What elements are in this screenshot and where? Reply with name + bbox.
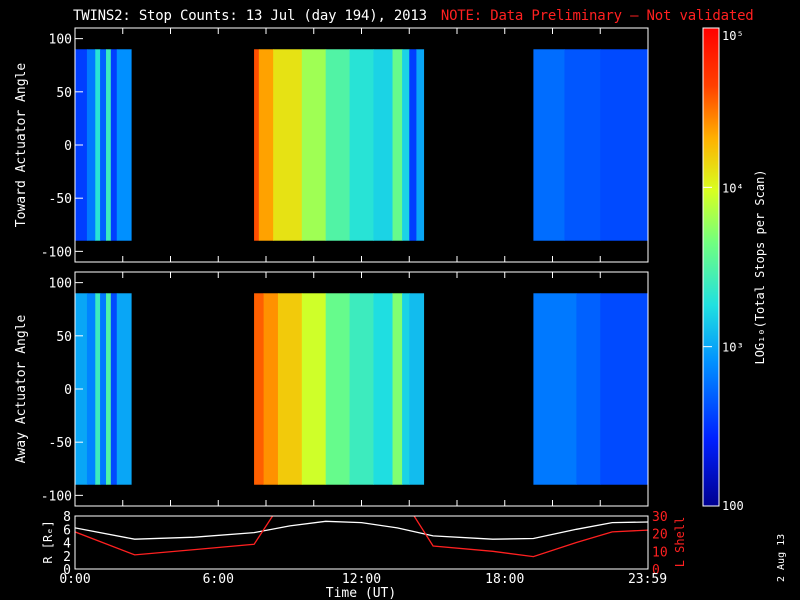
colorbar-tick-label: 10⁵ [722, 29, 744, 43]
colorbar-tick-label: 10⁴ [722, 181, 744, 195]
plot-title: TWINS2: Stop Counts: 13 Jul (day 194), 2… [73, 8, 754, 24]
away-column-14 [392, 293, 403, 485]
away-ytick-label: 50 [56, 330, 72, 345]
colorbar-label: LOG₁₀(Total Stops per Scan) [753, 169, 767, 364]
colorbar-tick-label: 10³ [722, 341, 744, 355]
away-column-1 [86, 293, 96, 485]
away-column-18 [576, 293, 601, 485]
away-column-6 [116, 293, 132, 485]
time-tick-label: 6:00 [203, 572, 234, 587]
toward-column-10 [301, 49, 327, 241]
panel-toward-ylabel: Toward Actuator Angle [14, 63, 29, 228]
panel-toward-frame [74, 27, 649, 263]
toward-ytick-label: -50 [49, 192, 72, 207]
toward-column-1 [86, 49, 96, 241]
away-column-10 [301, 293, 327, 485]
away-ytick-label: -50 [49, 436, 72, 451]
away-column-9 [277, 293, 303, 485]
toward-ytick-label: -100 [41, 245, 72, 260]
orbit-right-ytick-label: 20 [652, 528, 668, 543]
toward-column-13 [373, 49, 394, 241]
panel-orbit-left-ylabel: R [Rₑ] [41, 520, 55, 563]
orbit-right-ytick-label: 30 [652, 510, 668, 525]
radius-line [75, 520, 648, 540]
toward-column-19 [564, 49, 601, 241]
toward-column-20 [600, 49, 649, 241]
toward-column-18 [533, 49, 565, 241]
colorbar [702, 27, 720, 507]
time-axis-ticks: 0:00 6:00 12:00 18:00 23:59 [59, 572, 667, 587]
away-ytick-label: 0 [64, 383, 72, 398]
away-column-2 [95, 293, 101, 485]
toward-column-7 [254, 49, 260, 241]
toward-column-3 [100, 49, 107, 241]
away-column-7 [254, 293, 265, 485]
panel-away-ylabel: Away Actuator Angle [14, 314, 29, 463]
toward-ytick-label: 50 [56, 86, 72, 101]
toward-column-5 [110, 49, 118, 241]
toward-column-14 [392, 49, 403, 241]
orbit-left-ytick-label: 4 [63, 537, 71, 552]
away-column-13 [373, 293, 394, 485]
toward-ytick-label: 0 [64, 139, 72, 154]
away-column-17 [533, 293, 577, 485]
colorbar-tick-label: 100 [722, 499, 744, 513]
away-column-11 [325, 293, 351, 485]
orbit-left-ytick-label: 0 [63, 563, 71, 578]
title-note: NOTE: Data Preliminary – Not validated [440, 8, 754, 24]
toward-column-17 [416, 49, 425, 241]
panel-orbit-frame [74, 515, 649, 570]
panel-orbit-right-ylabel: L Shell [673, 517, 687, 568]
toward-column-15 [402, 49, 410, 241]
toward-column-16 [409, 49, 417, 241]
toward-column-12 [349, 49, 374, 241]
toward-column-4 [106, 49, 112, 241]
toward-column-8 [258, 49, 274, 241]
panel-toward: 100 50 0 -50 -100 [41, 28, 649, 262]
title-main: TWINS2: Stop Counts: 13 Jul (day 194), 2… [73, 8, 427, 24]
colorbar-ticks: 10⁵ 10⁴ 10³ 100 [703, 27, 744, 513]
orbit-left-ytick-label: 2 [63, 550, 71, 565]
time-tick-label: 23:59 [628, 572, 667, 587]
toward-ytick-label: 100 [49, 33, 72, 48]
time-tick-label: 12:00 [342, 572, 381, 587]
away-column-8 [263, 293, 279, 485]
away-column-3 [100, 293, 107, 485]
away-ytick-label: -100 [41, 489, 72, 504]
away-column-4 [106, 293, 112, 485]
away-column-5 [110, 293, 118, 485]
toward-column-11 [325, 49, 351, 241]
toward-column-2 [95, 49, 101, 241]
time-axis-label: Time (UT) [326, 586, 396, 600]
panel-away-frame [74, 271, 649, 507]
orbit-left-ytick-label: 6 [63, 523, 71, 538]
away-column-19 [600, 293, 649, 485]
panel-away: 100 50 0 -50 -100 [41, 272, 649, 506]
toward-column-6 [116, 49, 132, 241]
away-column-15 [402, 293, 410, 485]
lshell-line [75, 516, 648, 558]
time-tick-label: 0:00 [59, 572, 90, 587]
away-column-16 [409, 293, 425, 485]
orbit-right-ytick-label: 10 [652, 545, 668, 560]
orbit-left-ytick-label: 8 [63, 510, 71, 525]
away-column-12 [349, 293, 374, 485]
generation-date: 2 Aug 13 [776, 533, 787, 582]
toward-column-9 [273, 49, 303, 241]
time-tick-label: 18:00 [485, 572, 524, 587]
away-ytick-label: 100 [49, 277, 72, 292]
orbit-right-ytick-label: 0 [652, 563, 660, 578]
